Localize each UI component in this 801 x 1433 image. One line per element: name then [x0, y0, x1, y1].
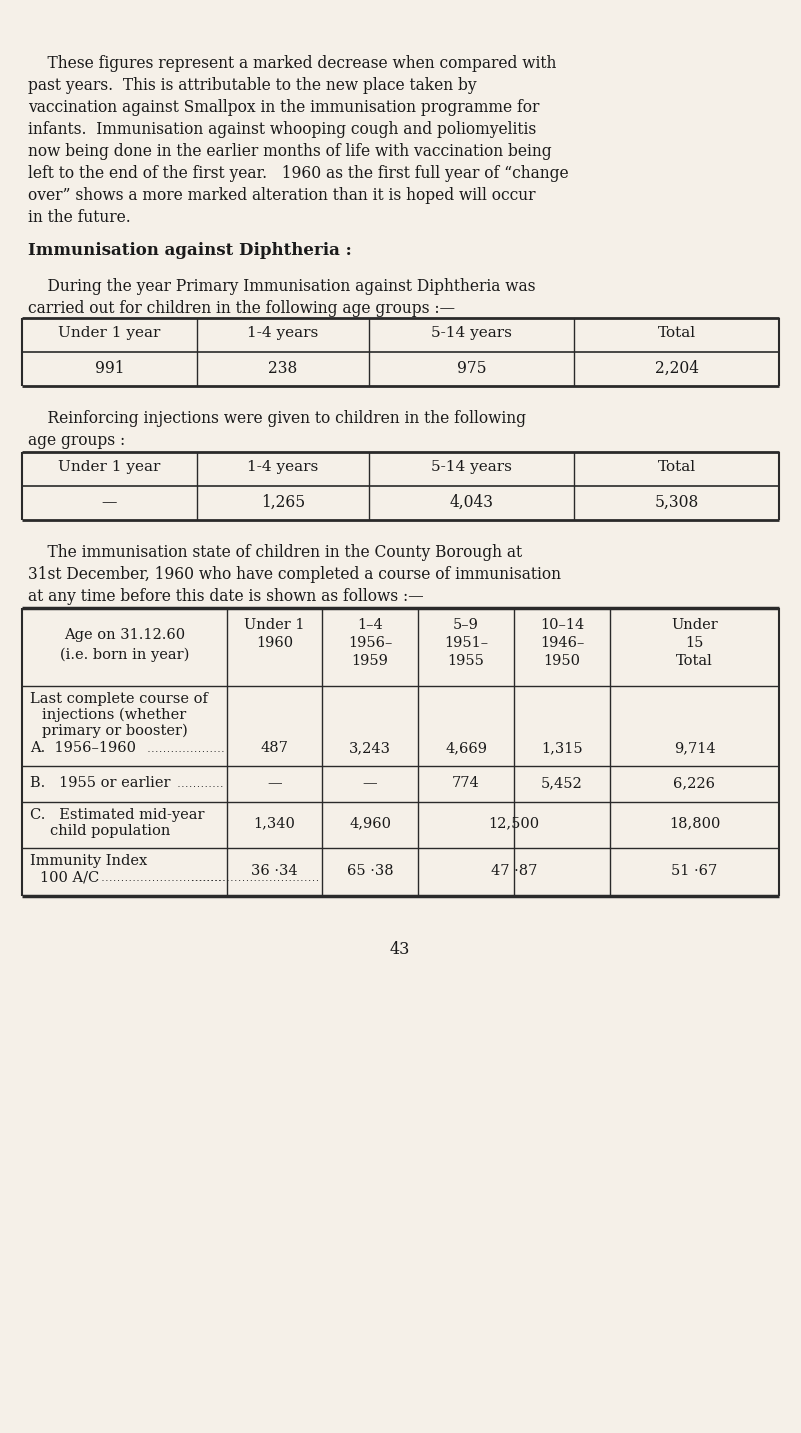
- Text: 1-4 years: 1-4 years: [248, 325, 319, 340]
- Text: (i.e. born in year): (i.e. born in year): [60, 648, 189, 662]
- Text: 31st December, 1960 who have completed a course of immunisation: 31st December, 1960 who have completed a…: [28, 566, 561, 583]
- Text: 2,204: 2,204: [654, 360, 698, 377]
- Text: 4,043: 4,043: [449, 494, 493, 512]
- Text: Age on 31.12.60: Age on 31.12.60: [64, 628, 185, 642]
- Text: child population: child population: [50, 824, 171, 838]
- Text: 1960: 1960: [256, 636, 293, 651]
- Text: 5–9: 5–9: [453, 618, 479, 632]
- Text: 1956–: 1956–: [348, 636, 392, 651]
- Text: Last complete course of: Last complete course of: [30, 692, 208, 706]
- Text: 9,714: 9,714: [674, 741, 715, 755]
- Text: injections (whether: injections (whether: [42, 708, 187, 722]
- Text: left to the end of the first year.   1960 as the first full year of “change: left to the end of the first year. 1960 …: [28, 165, 569, 182]
- Text: carried out for children in the following age groups :—: carried out for children in the followin…: [28, 299, 455, 317]
- Text: 1955: 1955: [448, 653, 485, 668]
- Text: age groups :: age groups :: [28, 431, 125, 449]
- Text: 10–14: 10–14: [540, 618, 584, 632]
- Text: 12,500: 12,500: [489, 815, 540, 830]
- Text: B.   1955 or earlier: B. 1955 or earlier: [30, 777, 171, 790]
- Text: 4,669: 4,669: [445, 741, 487, 755]
- Text: —: —: [363, 777, 377, 790]
- Text: 15: 15: [686, 636, 704, 651]
- Text: 487: 487: [260, 741, 288, 755]
- Text: Reinforcing injections were given to children in the following: Reinforcing injections were given to chi…: [28, 410, 526, 427]
- Text: 5,452: 5,452: [541, 777, 583, 790]
- Text: 1959: 1959: [352, 653, 388, 668]
- Text: Total: Total: [658, 460, 695, 474]
- Text: primary or booster): primary or booster): [42, 724, 187, 738]
- Text: 1,340: 1,340: [254, 815, 296, 830]
- Text: 36 ·34: 36 ·34: [252, 864, 298, 878]
- Text: Under 1 year: Under 1 year: [58, 325, 161, 340]
- Text: Under 1 year: Under 1 year: [58, 460, 161, 474]
- Text: —: —: [268, 777, 282, 790]
- Text: over” shows a more marked alteration than it is hoped will occur: over” shows a more marked alteration tha…: [28, 186, 536, 203]
- Text: 47 ·87: 47 ·87: [491, 864, 537, 878]
- Text: 3,243: 3,243: [349, 741, 391, 755]
- Text: at any time before this date is shown as follows :—: at any time before this date is shown as…: [28, 588, 424, 605]
- Text: Total: Total: [658, 325, 695, 340]
- Text: now being done in the earlier months of life with vaccination being: now being done in the earlier months of …: [28, 143, 552, 160]
- Text: 774: 774: [452, 777, 480, 790]
- Text: Immunisation against Diphtheria :: Immunisation against Diphtheria :: [28, 242, 352, 259]
- Text: vaccination against Smallpox in the immunisation programme for: vaccination against Smallpox in the immu…: [28, 99, 539, 116]
- Text: in the future.: in the future.: [28, 209, 131, 226]
- Text: A.  1956–1960: A. 1956–1960: [30, 741, 136, 755]
- Text: 43: 43: [390, 941, 410, 959]
- Text: 5-14 years: 5-14 years: [431, 325, 512, 340]
- Text: 65 ·38: 65 ·38: [347, 864, 393, 878]
- Text: 238: 238: [268, 360, 298, 377]
- Text: 991: 991: [95, 360, 124, 377]
- Text: 51 ·67: 51 ·67: [671, 864, 718, 878]
- Text: 1-4 years: 1-4 years: [248, 460, 319, 474]
- Text: During the year Primary Immunisation against Diphtheria was: During the year Primary Immunisation aga…: [28, 278, 536, 295]
- Text: These figures represent a marked decrease when compared with: These figures represent a marked decreas…: [28, 54, 557, 72]
- Text: 6,226: 6,226: [674, 777, 715, 790]
- Text: past years.  This is attributable to the new place taken by: past years. This is attributable to the …: [28, 77, 477, 95]
- Text: The immunisation state of children in the County Borough at: The immunisation state of children in th…: [28, 545, 522, 560]
- Text: Immunity Index: Immunity Index: [30, 854, 147, 868]
- Text: 1,315: 1,315: [541, 741, 583, 755]
- Text: 18,800: 18,800: [669, 815, 720, 830]
- Text: —: —: [102, 494, 117, 512]
- Text: Under 1: Under 1: [244, 618, 304, 632]
- Text: Total: Total: [676, 653, 713, 668]
- Text: C.   Estimated mid-year: C. Estimated mid-year: [30, 808, 204, 823]
- Text: 100 A/C: 100 A/C: [40, 870, 99, 884]
- Text: infants.  Immunisation against whooping cough and poliomyelitis: infants. Immunisation against whooping c…: [28, 120, 536, 138]
- Text: 975: 975: [457, 360, 486, 377]
- Text: 1,265: 1,265: [261, 494, 305, 512]
- Text: 5,308: 5,308: [654, 494, 698, 512]
- Text: Under: Under: [671, 618, 718, 632]
- Text: 5-14 years: 5-14 years: [431, 460, 512, 474]
- Text: 4,960: 4,960: [349, 815, 391, 830]
- Text: 1946–: 1946–: [540, 636, 584, 651]
- Text: 1–4: 1–4: [357, 618, 383, 632]
- Text: 1951–: 1951–: [444, 636, 488, 651]
- Text: 1950: 1950: [544, 653, 581, 668]
